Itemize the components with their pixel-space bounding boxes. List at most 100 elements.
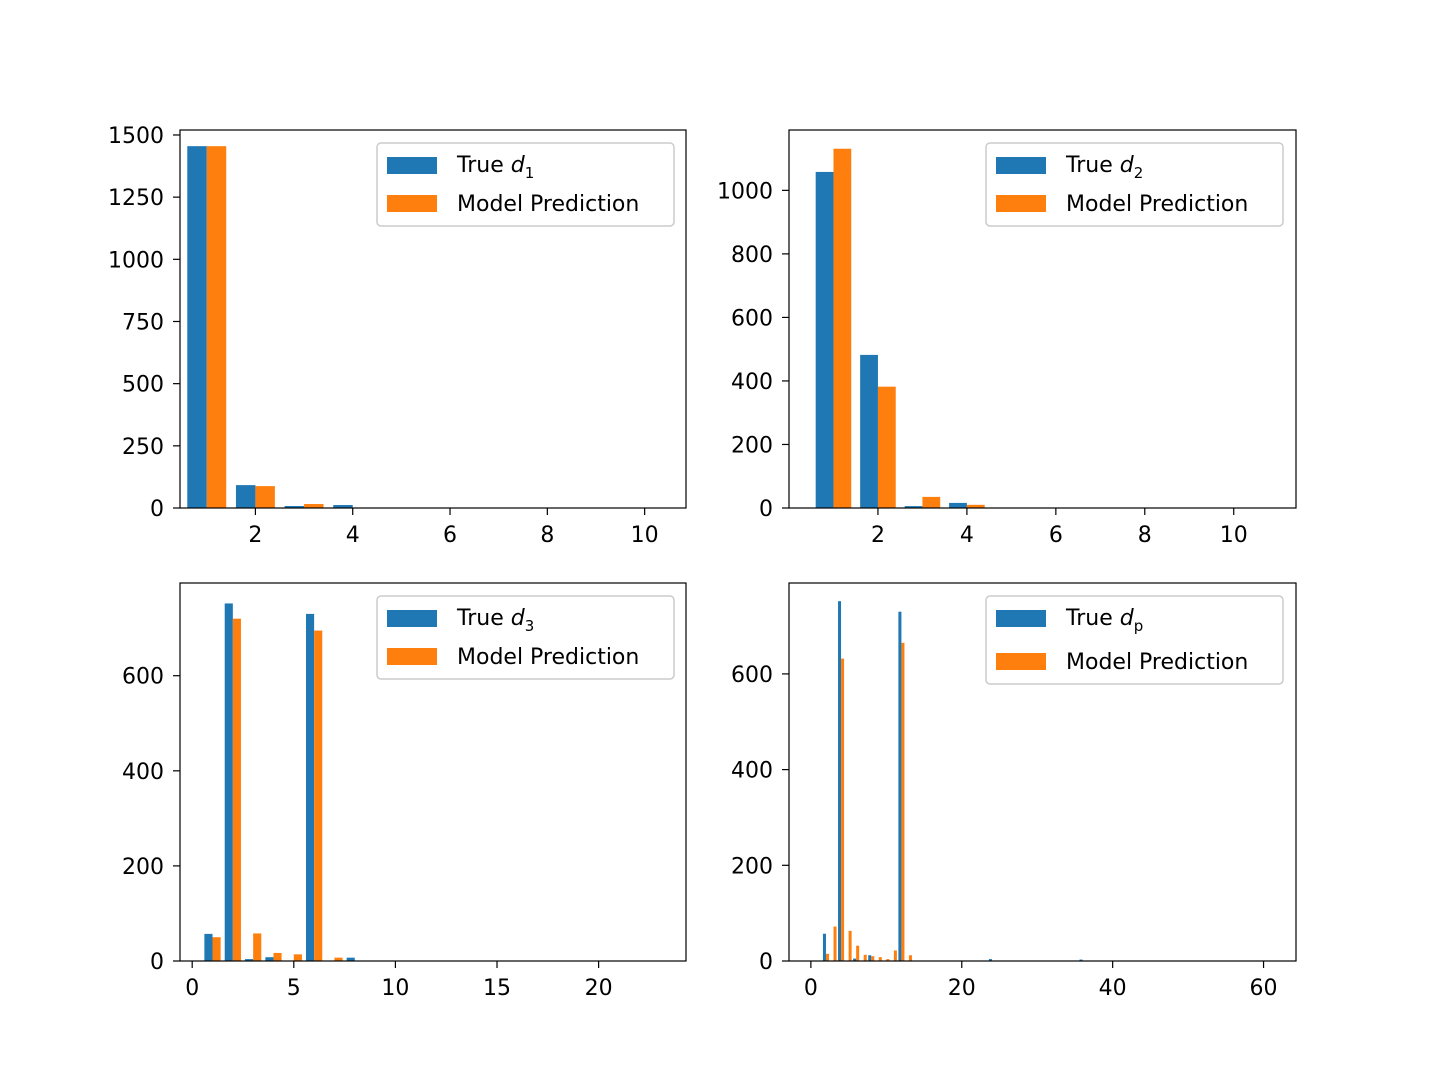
x-tick-label: 6 (443, 523, 457, 548)
prediction-bar (877, 386, 896, 508)
legend-true-text: True (1065, 153, 1120, 178)
x-tick-label: 0 (185, 976, 199, 1001)
legend-true-subscript: 2 (1134, 164, 1144, 182)
true-bar (822, 933, 826, 961)
true-bar (235, 485, 256, 508)
prediction-bar (833, 148, 852, 508)
y-tick-label: 600 (731, 306, 773, 331)
true-bar (868, 955, 872, 961)
x-tick-label: 10 (631, 523, 659, 548)
legend-true-subscript: p (1134, 617, 1144, 635)
true-bar (898, 611, 902, 961)
legend-true-text: True (1065, 606, 1120, 631)
legend-label-prediction: Model Prediction (1066, 650, 1248, 675)
prediction-bar (304, 504, 324, 508)
true-bar (853, 958, 857, 961)
true-bar (904, 506, 923, 508)
legend-true-symbol: d (1120, 606, 1135, 631)
legend-box (985, 142, 1284, 227)
prediction-bar (886, 959, 890, 961)
axes-frame (788, 129, 1297, 509)
prediction-bar (871, 956, 875, 961)
x-tick-label: 8 (540, 523, 554, 548)
prediction-bar (212, 937, 221, 961)
axes-frame (179, 129, 687, 509)
y-tick-label: 200 (731, 433, 773, 458)
legend-label-prediction: Model Prediction (457, 645, 639, 670)
legend-label-true: True d2 (1065, 153, 1143, 182)
true-bar (333, 505, 353, 508)
y-tick-label: 1000 (108, 248, 164, 273)
x-tick-label: 20 (948, 976, 976, 1001)
prediction-bar (314, 630, 323, 961)
prediction-bar (833, 926, 837, 961)
legend-box (985, 595, 1284, 685)
true-bar (860, 354, 878, 508)
legend-true-symbol: d (511, 153, 526, 178)
prediction-bar (901, 642, 905, 961)
legend: True dp Model Prediction (985, 595, 1284, 685)
y-tick-label: 400 (731, 370, 773, 395)
true-bar (346, 957, 355, 961)
legend-label-prediction: Model Prediction (457, 192, 639, 217)
prediction-bar (966, 504, 985, 508)
prediction-bar (232, 618, 241, 961)
legend-label-true: True d1 (456, 153, 534, 182)
true-bar (305, 613, 315, 961)
axes-frame (788, 582, 1297, 962)
y-tick-label: 500 (122, 373, 164, 398)
y-tick-label: 600 (122, 665, 164, 690)
x-tick-label: 0 (804, 976, 818, 1001)
legend-box (376, 142, 675, 227)
x-tick-label: 4 (960, 523, 974, 548)
true-bar (224, 603, 233, 961)
x-tick-label: 5 (287, 976, 301, 1001)
prediction-bar (253, 933, 262, 961)
legend-swatch-true (996, 610, 1046, 627)
true-bar (1079, 959, 1083, 961)
x-tick-label: 40 (1099, 976, 1127, 1001)
y-tick-label: 600 (731, 663, 773, 688)
legend-label-true: True dp (1065, 606, 1143, 635)
prediction-bar (922, 496, 941, 508)
x-tick-label: 2 (248, 523, 262, 548)
prediction-bar (273, 952, 282, 961)
legend-swatch-true (996, 157, 1046, 174)
y-tick-label: 0 (759, 497, 773, 522)
true-bar (187, 146, 207, 508)
y-tick-label: 1000 (717, 179, 773, 204)
legend-swatch-prediction (996, 653, 1046, 670)
prediction-bar (293, 954, 302, 961)
true-bar (284, 506, 305, 508)
legend: True d1 Model Prediction (376, 142, 675, 227)
true-bar (949, 502, 967, 508)
x-tick-label: 20 (585, 976, 613, 1001)
legend-box (376, 595, 675, 680)
x-tick-label: 2 (871, 523, 885, 548)
x-tick-label: 6 (1049, 523, 1063, 548)
legend-true-subscript: 3 (525, 617, 535, 635)
prediction-bar (255, 486, 275, 508)
y-tick-label: 250 (122, 435, 164, 460)
y-tick-label: 750 (122, 310, 164, 335)
legend-swatch-prediction (996, 195, 1046, 212)
y-tick-label: 200 (122, 855, 164, 880)
axes-frame (179, 582, 687, 962)
true-bar (265, 957, 274, 961)
legend-swatch-true (387, 610, 437, 627)
legend-true-symbol: d (1120, 153, 1135, 178)
chart-panel-top-left: 2 4 6 8 10 0 250 500 750 1000 1250 1500 True d1 Model… (108, 124, 687, 548)
legend-true-text: True (456, 153, 511, 178)
x-tick-label: 10 (381, 976, 409, 1001)
prediction-bar (825, 953, 829, 961)
legend-label-true: True d3 (456, 606, 534, 635)
x-tick-label: 10 (1220, 523, 1248, 548)
prediction-bar (841, 658, 845, 961)
y-tick-label: 200 (731, 854, 773, 879)
prediction-bar (893, 950, 897, 961)
prediction-bar (334, 957, 343, 961)
legend: True d2 Model Prediction (985, 142, 1284, 227)
legend-true-subscript: 1 (525, 164, 535, 182)
true-bar (988, 959, 992, 961)
